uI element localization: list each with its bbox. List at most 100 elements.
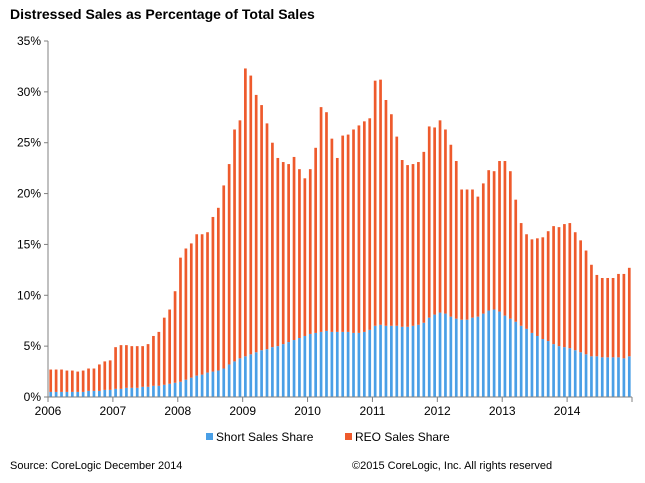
bar-reo-sales [141, 346, 144, 387]
bar-reo-sales [357, 125, 361, 333]
bar-reo-sales [427, 126, 431, 318]
bar-reo-sales [157, 331, 161, 386]
bar-short-sales [211, 371, 215, 397]
bar-short-sales [411, 325, 415, 397]
bar-short-sales [590, 356, 593, 397]
bar-short-sales [422, 322, 426, 397]
bar-reo-sales [557, 227, 561, 347]
bar-short-sales [70, 391, 74, 397]
bar-short-sales [427, 317, 431, 397]
bar-short-sales [319, 331, 323, 397]
source-note: Source: CoreLogic December 2014 [10, 460, 183, 472]
bar-short-sales [341, 331, 345, 397]
bar-short-sales [60, 391, 63, 397]
bar-short-sales [152, 385, 155, 397]
bar-reo-sales [590, 264, 593, 357]
bar-reo-sales [346, 134, 350, 332]
bar-reo-sales [65, 370, 69, 392]
bar-short-sales [216, 370, 220, 397]
bar-short-sales [595, 356, 599, 397]
bar-short-sales [87, 390, 90, 397]
bar-reo-sales [249, 75, 253, 355]
x-tick-label: 2006 [35, 404, 62, 418]
bar-reo-sales [508, 171, 512, 319]
bar-reo-sales [92, 368, 96, 391]
bar-short-sales [249, 354, 253, 397]
bar-reo-sales [54, 369, 58, 392]
bar-short-sales [200, 374, 204, 397]
legend: Short Sales Share REO Sales Share [206, 430, 450, 444]
y-tick-label: 35% [17, 34, 41, 48]
bar-short-sales [390, 325, 393, 397]
x-tick-label: 2012 [424, 404, 451, 418]
bar-short-sales [141, 386, 144, 397]
bar-short-sales [308, 333, 312, 397]
bar-short-sales [460, 319, 464, 397]
bar-short-sales [536, 335, 539, 397]
bar-short-sales [303, 335, 307, 397]
bar-reo-sales [119, 345, 123, 389]
bar-short-sales [444, 313, 447, 397]
bar-reo-sales [541, 237, 545, 340]
y-tick-label: 10% [17, 288, 41, 302]
bar-short-sales [525, 328, 528, 397]
legend-label-short: Short Sales Share [216, 430, 314, 444]
bar-reo-sales [362, 121, 366, 332]
bar-reo-sales [238, 120, 242, 359]
bar-reo-sales [406, 165, 409, 327]
bar-short-sales [368, 329, 372, 397]
bar-reo-sales [244, 68, 247, 357]
bar-reo-sales [287, 164, 290, 343]
bar-short-sales [76, 391, 80, 397]
bar-reo-sales [617, 273, 620, 358]
bar-reo-sales [76, 371, 80, 392]
bar-reo-sales [498, 161, 501, 312]
bar-reo-sales [184, 248, 188, 380]
bar-short-sales [487, 310, 491, 397]
bar-reo-sales [627, 267, 631, 357]
bar-short-sales [465, 319, 469, 397]
bar-reo-sales [114, 347, 117, 389]
y-tick-label: 0% [24, 390, 42, 404]
bar-reo-sales [606, 277, 610, 358]
bar-short-sales [611, 357, 615, 397]
bar-reo-sales [595, 274, 599, 357]
bar-reo-sales [135, 346, 139, 388]
x-tick-label: 2010 [294, 404, 321, 418]
bar-reo-sales [552, 226, 555, 345]
bar-reo-sales [152, 335, 155, 386]
bar-short-sales [173, 382, 177, 397]
bar-short-sales [395, 325, 399, 397]
bar-reo-sales [303, 178, 307, 336]
bar-short-sales [114, 388, 117, 397]
legend-swatch-reo [345, 433, 352, 440]
bar-short-sales [98, 390, 101, 397]
bar-reo-sales [108, 360, 112, 390]
bar-short-sales [325, 330, 328, 397]
y-tick-label: 25% [17, 136, 41, 150]
bar-short-sales [627, 356, 631, 397]
bar-reo-sales [422, 151, 426, 323]
bar-reo-sales [314, 147, 318, 333]
bar-short-sales [519, 325, 523, 397]
bar-reo-sales [395, 136, 399, 326]
bar-reo-sales [227, 164, 231, 365]
x-tick-label: 2007 [100, 404, 127, 418]
bar-short-sales [417, 324, 420, 397]
y-tick-label: 20% [17, 187, 41, 201]
x-tick-label: 2008 [164, 404, 191, 418]
bar-short-sales [584, 354, 588, 397]
bar-reo-sales [449, 144, 453, 317]
bar-reo-sales [444, 129, 447, 314]
bar-reo-sales [368, 118, 372, 330]
bar-short-sales [438, 312, 442, 397]
bar-short-sales [222, 368, 226, 397]
bar-reo-sales [568, 223, 572, 349]
bar-short-sales [195, 375, 199, 397]
bar-short-sales [135, 387, 139, 397]
bar-short-sales [103, 389, 107, 397]
bar-reo-sales [341, 135, 345, 332]
bar-reo-sales [87, 368, 90, 391]
bar-short-sales [552, 344, 555, 397]
